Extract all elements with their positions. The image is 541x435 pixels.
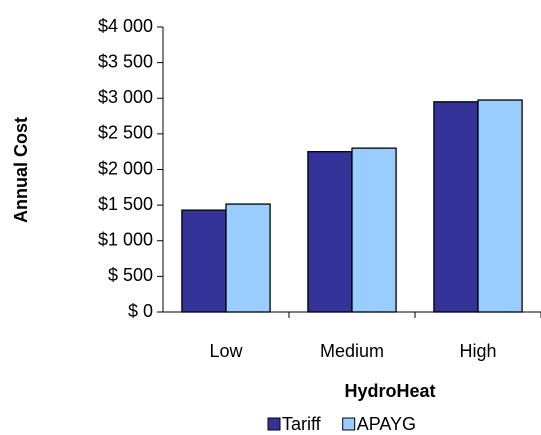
bar [307, 151, 353, 313]
bar [225, 203, 271, 313]
y-tick-label: $3 500 [98, 51, 153, 71]
y-tick-label: $1 000 [98, 230, 153, 250]
y-tick-label: $2 500 [98, 123, 153, 143]
x-tick-label: Low [209, 341, 243, 361]
legend-label: Tariff [282, 414, 322, 434]
y-tick-label: $3 000 [98, 87, 153, 107]
legend-label: APAYG [357, 414, 416, 434]
x-tick-label: Medium [320, 341, 384, 361]
bar [351, 147, 397, 313]
y-tick-label: $ 500 [108, 265, 153, 285]
y-tick-label: $4 000 [98, 16, 153, 36]
y-tick-label: $2 000 [98, 158, 153, 178]
y-tick-label: $ 0 [128, 301, 153, 321]
bar [433, 101, 479, 313]
bar [477, 99, 523, 313]
bar [181, 209, 227, 313]
y-axis-title: Annual Cost [11, 117, 31, 223]
x-axis-title: HydroHeat [344, 381, 435, 401]
y-tick-label: $1 500 [98, 194, 153, 214]
legend-swatch [342, 417, 356, 431]
legend-swatch [267, 417, 281, 431]
x-tick-label: High [459, 341, 496, 361]
